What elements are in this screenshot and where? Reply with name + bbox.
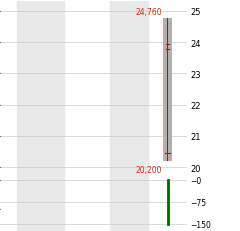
Bar xyxy=(17,177,64,231)
Bar xyxy=(110,2,148,177)
Bar xyxy=(110,177,148,231)
Text: 24,760: 24,760 xyxy=(136,8,162,17)
Text: 20,200: 20,200 xyxy=(136,165,162,174)
Bar xyxy=(17,2,64,177)
